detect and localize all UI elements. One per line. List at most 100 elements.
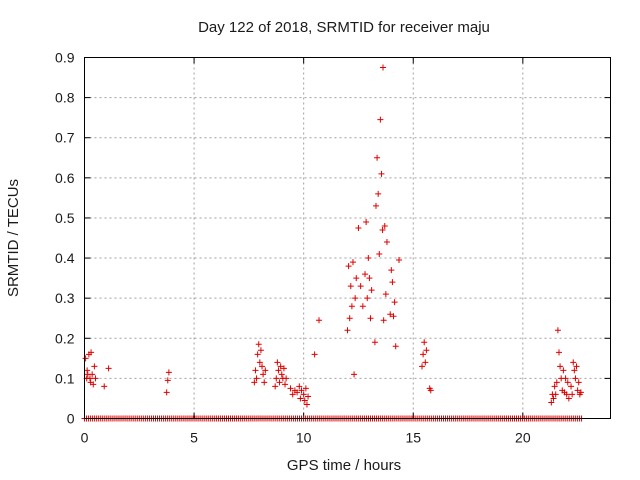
data-point bbox=[352, 295, 359, 302]
data-point bbox=[422, 359, 429, 366]
data-point bbox=[275, 367, 282, 374]
data-point bbox=[553, 379, 560, 386]
data-point bbox=[375, 190, 382, 197]
tick-labels: 0 0.1 0.2 0.3 0.4 0.5 0.6 0.7 0.8 0.9 0 5 10 15 20 bbox=[55, 50, 531, 446]
data-point bbox=[311, 351, 318, 358]
data-point bbox=[374, 154, 381, 161]
data-point bbox=[555, 349, 562, 356]
data-point bbox=[569, 391, 576, 398]
data-point bbox=[568, 383, 575, 390]
data-point bbox=[92, 375, 99, 382]
data-point bbox=[262, 367, 269, 374]
data-point bbox=[256, 359, 263, 366]
data-point bbox=[387, 311, 394, 318]
data-point bbox=[560, 367, 567, 374]
data-point bbox=[90, 381, 97, 388]
data-point bbox=[362, 271, 369, 278]
data-point bbox=[378, 170, 385, 177]
data-point bbox=[381, 222, 388, 229]
data-point bbox=[392, 343, 399, 350]
data-point bbox=[391, 299, 398, 306]
data-point bbox=[259, 363, 266, 370]
data-point bbox=[345, 263, 352, 270]
data-point bbox=[297, 395, 304, 402]
data-point bbox=[261, 379, 268, 386]
data-point bbox=[359, 303, 366, 310]
data-point bbox=[419, 363, 426, 370]
data-point bbox=[294, 389, 301, 396]
data-point bbox=[257, 347, 264, 354]
data-point bbox=[89, 371, 96, 378]
data-point bbox=[376, 251, 383, 258]
data-point bbox=[379, 226, 386, 233]
data-point bbox=[344, 327, 351, 334]
data-point bbox=[571, 367, 578, 374]
y-tick-label: 0.4 bbox=[55, 250, 75, 266]
data-point bbox=[164, 377, 171, 384]
data-point bbox=[289, 391, 296, 398]
data-point bbox=[396, 257, 403, 264]
x-tick-label: 5 bbox=[190, 430, 198, 446]
data-point bbox=[274, 359, 281, 366]
data-point bbox=[273, 375, 280, 382]
y-tick-label: 0 bbox=[67, 411, 75, 427]
data-point bbox=[564, 379, 571, 386]
data-point bbox=[301, 397, 308, 404]
data-point bbox=[577, 389, 584, 396]
x-axis-label: GPS time / hours bbox=[287, 457, 401, 474]
data-point bbox=[550, 395, 557, 402]
data-point bbox=[351, 371, 358, 378]
data-point bbox=[272, 383, 279, 390]
chart-title: Day 122 of 2018, SRMTID for receiver maj… bbox=[198, 19, 490, 36]
data-point bbox=[570, 359, 577, 366]
data-point bbox=[573, 363, 580, 370]
x-tick-label: 0 bbox=[81, 430, 89, 446]
data-series bbox=[81, 64, 585, 422]
data-point bbox=[357, 283, 364, 290]
data-point bbox=[575, 379, 582, 386]
axis-ticks bbox=[84, 57, 611, 419]
data-point bbox=[300, 391, 307, 398]
grid bbox=[84, 57, 611, 419]
data-point bbox=[565, 395, 572, 402]
data-point bbox=[563, 391, 570, 398]
x-tick-label: 15 bbox=[405, 430, 421, 446]
data-point bbox=[316, 317, 323, 324]
y-tick-label: 0.2 bbox=[55, 330, 75, 346]
y-tick-label: 0.5 bbox=[55, 210, 75, 226]
data-point bbox=[276, 379, 283, 386]
data-point bbox=[427, 387, 434, 394]
x-tick-label: 10 bbox=[296, 430, 312, 446]
data-point bbox=[282, 381, 289, 388]
data-point bbox=[283, 375, 290, 382]
data-point bbox=[105, 365, 112, 372]
data-point bbox=[562, 375, 569, 382]
data-point bbox=[349, 259, 356, 266]
y-tick-label: 0.7 bbox=[55, 130, 75, 146]
data-point bbox=[88, 349, 95, 356]
data-point bbox=[377, 116, 384, 123]
data-point bbox=[572, 375, 579, 382]
data-point bbox=[287, 385, 294, 392]
data-point bbox=[353, 275, 360, 282]
data-point bbox=[165, 369, 172, 376]
data-point bbox=[84, 367, 91, 374]
data-point bbox=[355, 224, 362, 231]
data-point bbox=[278, 371, 285, 378]
data-point bbox=[366, 275, 373, 282]
data-point bbox=[382, 291, 389, 298]
data-point bbox=[551, 383, 558, 390]
data-point bbox=[548, 399, 555, 406]
data-point bbox=[251, 379, 258, 386]
data-point bbox=[302, 385, 309, 392]
data-point bbox=[348, 303, 355, 310]
data-point bbox=[101, 383, 108, 390]
data-point bbox=[383, 239, 390, 246]
y-tick-label: 0.9 bbox=[55, 50, 75, 66]
data-point bbox=[554, 327, 561, 334]
y-tick-label: 0.8 bbox=[55, 90, 75, 106]
y-tick-label: 0.6 bbox=[55, 170, 75, 186]
data-point bbox=[305, 393, 312, 400]
data-point bbox=[557, 363, 564, 370]
